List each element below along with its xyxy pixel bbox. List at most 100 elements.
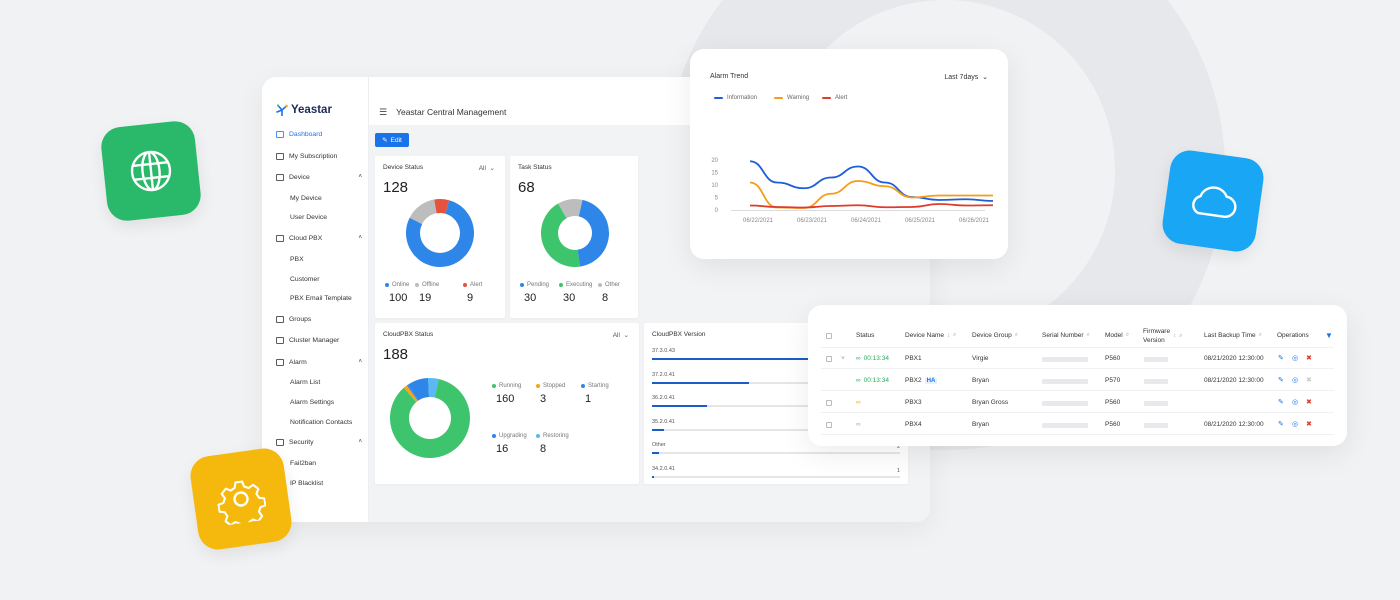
- column-header-serial-number[interactable]: Serial Number ⌕: [1042, 332, 1090, 339]
- sidebar-item-icon: [276, 130, 284, 138]
- device-group-cell: Virgie: [972, 355, 989, 362]
- cloudpbx-status-filter[interactable]: All ⌄: [612, 332, 629, 339]
- status-cell: ∞: [856, 399, 864, 406]
- model-cell: P560: [1105, 421, 1121, 428]
- edit-button[interactable]: ✎ Edit: [375, 133, 409, 147]
- row-checkbox[interactable]: [826, 356, 832, 362]
- legend-other: Other: [598, 282, 620, 288]
- view-icon[interactable]: ◎: [1292, 421, 1299, 428]
- delete-icon[interactable]: ✖: [1306, 399, 1312, 406]
- sidebar-item-fail2ban[interactable]: Fail2ban: [290, 456, 378, 470]
- sidebar-item-dashboard[interactable]: Dashboard: [276, 127, 364, 141]
- sidebar-item-device[interactable]: Device ˄: [276, 170, 364, 184]
- legend-value-starting: 1: [585, 393, 592, 405]
- sort-icon[interactable]: ↕: [947, 332, 951, 339]
- sidebar-item-user-device[interactable]: User Device: [290, 210, 378, 224]
- column-header-device-name[interactable]: Device Name ↕ ⌕: [905, 332, 956, 339]
- sidebar-item-alarm-list[interactable]: Alarm List: [290, 375, 378, 389]
- legend-stopped: Stopped: [536, 383, 565, 389]
- edit-icon[interactable]: ✎: [1278, 399, 1284, 406]
- device-status-card: Device Status All ⌄ 128 Online 100 Offline…: [375, 156, 505, 318]
- view-icon[interactable]: ◎: [1292, 377, 1299, 384]
- sidebar-item-label: User Device: [290, 213, 328, 221]
- legend-line: [714, 97, 723, 99]
- search-icon[interactable]: ⌕: [1179, 332, 1183, 339]
- delete-icon[interactable]: ✖: [1306, 355, 1312, 362]
- column-header-firmware-version[interactable]: Firmware Version ↕ ⌕: [1143, 327, 1183, 345]
- row-checkbox[interactable]: [826, 422, 832, 428]
- edit-icon[interactable]: ✎: [1278, 421, 1284, 428]
- sidebar-item-security[interactable]: Security ˄: [276, 435, 364, 449]
- search-icon[interactable]: ⌕: [1086, 332, 1090, 338]
- sidebar-item-cluster-manager[interactable]: Cluster Manager: [276, 333, 364, 347]
- edit-icon[interactable]: ✎: [1278, 355, 1284, 362]
- sidebar-item-pbx[interactable]: PBX: [290, 252, 378, 266]
- cloudpbx-version-title: CloudPBX Version: [652, 331, 706, 338]
- delete-icon[interactable]: ✖: [1306, 377, 1312, 384]
- expand-chevron-icon[interactable]: ˅: [841, 355, 845, 362]
- column-header-last-backup-time[interactable]: Last Backup Time ⌕: [1204, 332, 1262, 339]
- column-filter-icon[interactable]: ▼: [1325, 331, 1333, 340]
- device-name: PBX2: [905, 377, 922, 384]
- device-group-cell: Bryan: [972, 421, 989, 428]
- task-status-donut: [541, 199, 609, 267]
- last-backup-cell: 08/21/2020 12:30:00: [1204, 355, 1264, 362]
- gear-icon: [217, 480, 267, 527]
- status-cell: ∞ 00:13:34: [856, 377, 889, 384]
- column-header-model[interactable]: Model ⌕: [1105, 332, 1129, 339]
- sidebar-item-notification-contacts[interactable]: Notification Contacts: [290, 415, 378, 429]
- edit-icon[interactable]: ✎: [1278, 377, 1284, 384]
- link-status-icon: ∞: [856, 377, 861, 384]
- serial-number-placeholder: [1042, 357, 1088, 362]
- column-header-label: Status: [856, 332, 875, 339]
- sidebar-item-alarm-settings[interactable]: Alarm Settings: [290, 395, 378, 409]
- view-icon[interactable]: ◎: [1292, 355, 1299, 362]
- sidebar-item-customer[interactable]: Customer: [290, 272, 378, 286]
- sidebar-item-my-subscription[interactable]: My Subscription: [276, 149, 364, 163]
- column-header-operations[interactable]: Operations: [1277, 332, 1309, 339]
- select-all-checkbox[interactable]: [826, 333, 832, 339]
- version-label: Other: [652, 442, 666, 448]
- sidebar-item-groups[interactable]: Groups: [276, 312, 364, 326]
- device-status-filter[interactable]: All ⌄: [478, 165, 495, 172]
- version-label: 36.2.0.41: [652, 395, 675, 401]
- column-header-status[interactable]: Status: [856, 332, 874, 339]
- task-status-title: Task Status: [518, 164, 552, 171]
- sidebar-item-icon: [276, 438, 284, 446]
- version-bar-track: [652, 428, 900, 431]
- row-divider: [821, 434, 1334, 435]
- brand-logo: Yeastar: [276, 104, 332, 116]
- legend-dot: [415, 283, 419, 287]
- sidebar-item-label: Alarm List: [290, 378, 321, 386]
- legend-label: Stopped: [543, 383, 566, 389]
- search-icon[interactable]: ⌕: [1258, 332, 1263, 338]
- serial-number-placeholder: [1042, 379, 1088, 384]
- sidebar-item-alarm[interactable]: Alarm ˄: [276, 355, 364, 369]
- sidebar-item-pbx-email-template[interactable]: PBX Email Template: [290, 291, 378, 305]
- search-icon[interactable]: ⌕: [1014, 332, 1019, 338]
- delete-icon[interactable]: ✖: [1306, 421, 1312, 428]
- row-checkbox[interactable]: [826, 400, 832, 406]
- sidebar-item-label: Customer: [290, 275, 320, 283]
- legend-label: Pending: [527, 282, 550, 288]
- sidebar-item-cloud-pbx[interactable]: Cloud PBX ˄: [276, 231, 364, 245]
- column-header-device-group[interactable]: Device Group ⌕: [972, 332, 1018, 339]
- y-tick-label: 10: [711, 183, 718, 189]
- view-icon[interactable]: ◎: [1292, 399, 1299, 406]
- sidebar-item-ip-blacklist[interactable]: IP Blacklist: [290, 476, 378, 490]
- status-cell: ∞ 00:13:34: [856, 355, 889, 362]
- donut-slice-running: [390, 378, 470, 458]
- search-icon[interactable]: ⌕: [1125, 332, 1130, 338]
- menu-toggle-icon[interactable]: ☰: [379, 106, 388, 117]
- version-bar-fill: [652, 358, 814, 360]
- sidebar-item-label: Alarm: [289, 358, 307, 366]
- trend-legend-warning[interactable]: Warning: [774, 95, 809, 101]
- sidebar-item-my-device[interactable]: My Device: [290, 191, 378, 205]
- sort-icon[interactable]: ↕: [1173, 332, 1177, 339]
- trend-legend-alert[interactable]: Alert: [822, 95, 847, 101]
- cloudpbx-status-title: CloudPBX Status: [383, 331, 434, 338]
- alarm-trend-range-select[interactable]: Last 7days ⌄: [944, 74, 988, 81]
- trend-legend-information[interactable]: Information: [714, 95, 757, 101]
- device-name: PBX4: [905, 421, 922, 428]
- search-icon[interactable]: ⌕: [953, 332, 957, 338]
